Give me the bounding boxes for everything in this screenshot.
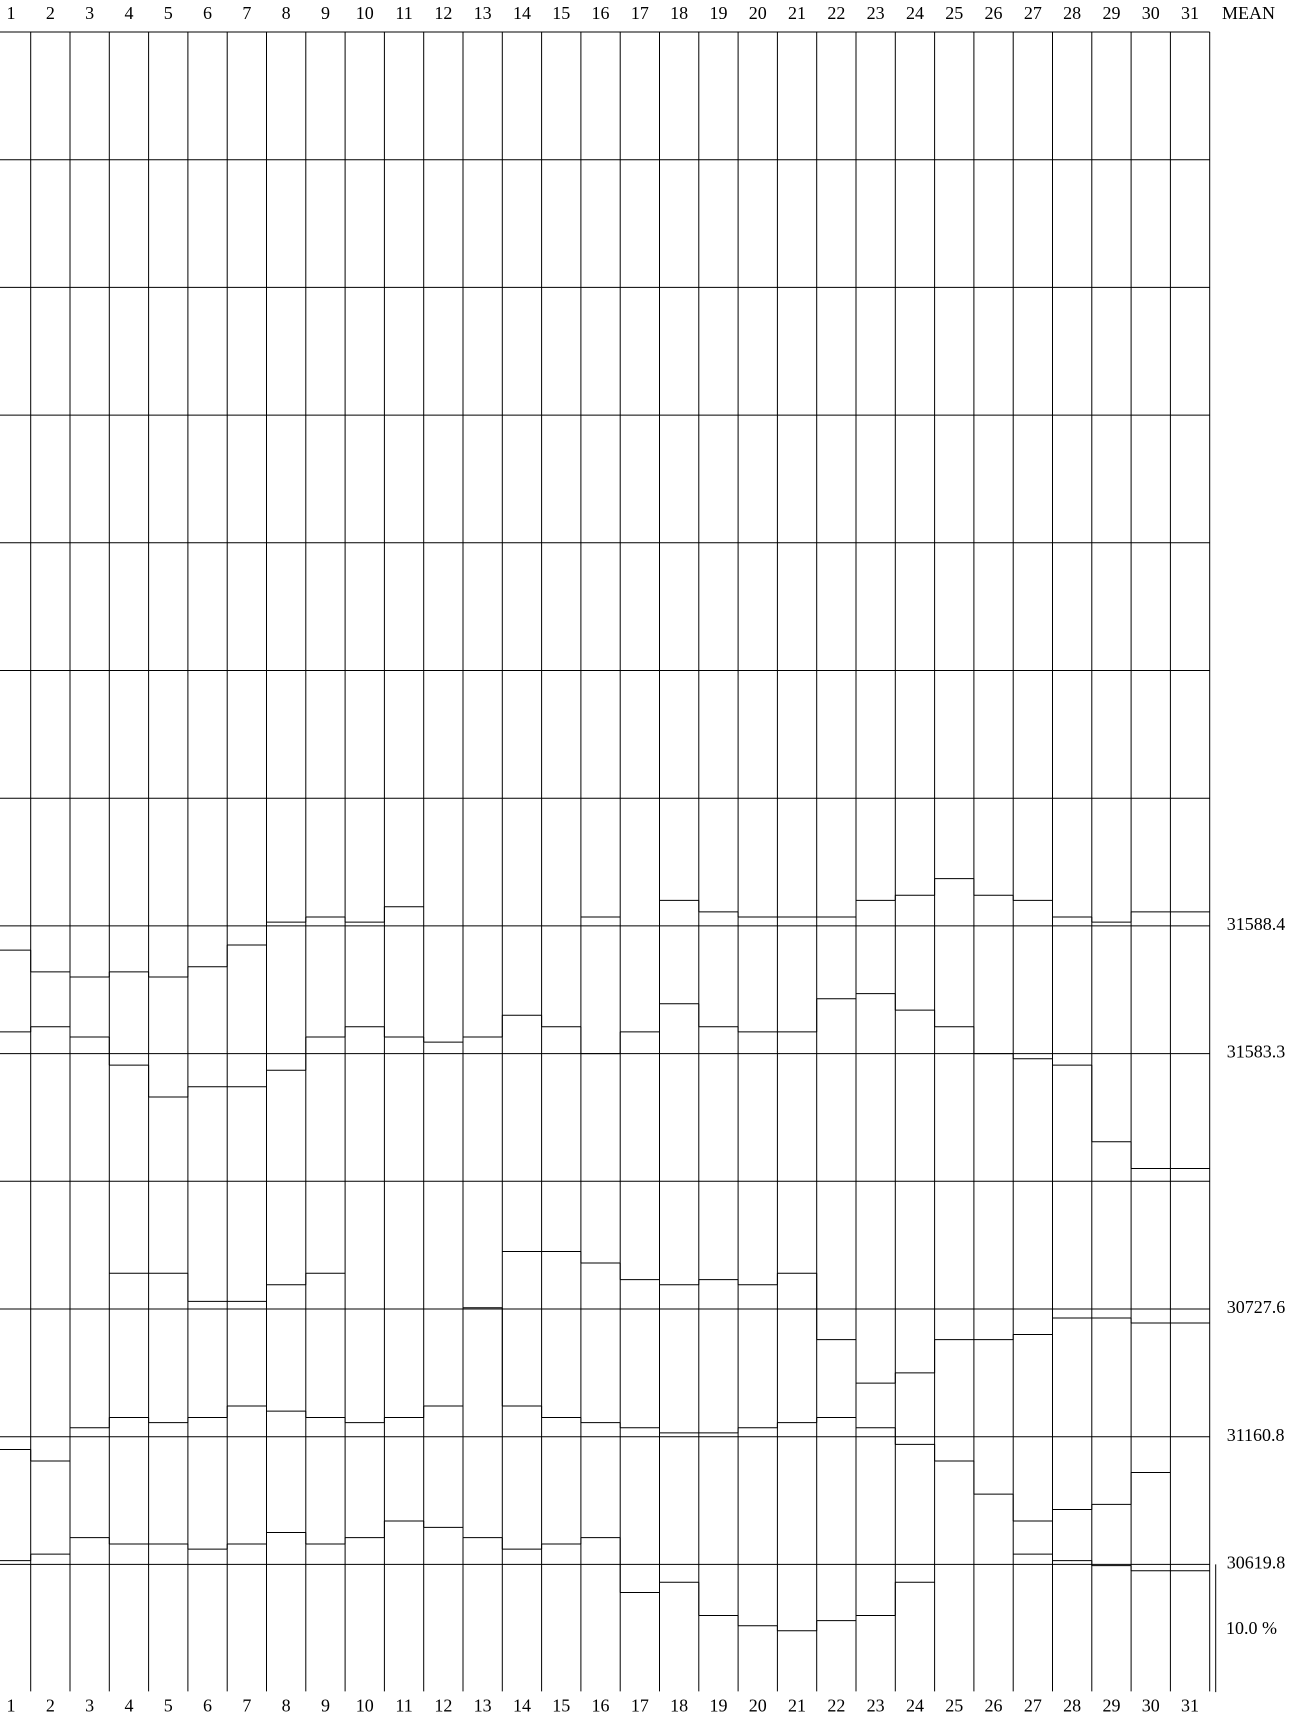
day-label-bottom: 30: [1142, 1696, 1160, 1716]
day-label-bottom: 15: [552, 1696, 570, 1716]
day-label-top: 9: [321, 3, 330, 23]
day-label-top: 3: [85, 3, 94, 23]
day-label-bottom: 31: [1181, 1696, 1199, 1716]
day-label-bottom: 25: [945, 1696, 963, 1716]
mean-label: 31583.3: [1227, 1042, 1286, 1062]
day-label-top: 11: [395, 3, 412, 23]
day-label-bottom: 4: [124, 1696, 133, 1716]
day-label-top: 6: [203, 3, 212, 23]
day-label-top: 16: [592, 3, 610, 23]
day-label-bottom: 29: [1102, 1696, 1120, 1716]
day-label-top: 21: [788, 3, 806, 23]
scale-label: 10.0 %: [1226, 1618, 1277, 1638]
day-label-top: 13: [474, 3, 492, 23]
day-label-bottom: 22: [827, 1696, 845, 1716]
day-label-bottom: 7: [242, 1696, 251, 1716]
day-label-top: 14: [513, 3, 531, 23]
day-label-top: 31: [1181, 3, 1199, 23]
day-label-bottom: 3: [85, 1696, 94, 1716]
day-label-bottom: 26: [985, 1696, 1003, 1716]
day-label-top: 18: [670, 3, 688, 23]
day-label-bottom: 24: [906, 1696, 924, 1716]
mean-label: 30727.6: [1227, 1297, 1286, 1317]
day-label-bottom: 6: [203, 1696, 212, 1716]
day-label-bottom: 10: [356, 1696, 374, 1716]
day-label-top: 20: [749, 3, 767, 23]
day-label-bottom: 8: [282, 1696, 291, 1716]
day-label-bottom: 11: [395, 1696, 412, 1716]
mean-label: 30619.8: [1227, 1553, 1286, 1573]
day-label-bottom: 5: [164, 1696, 173, 1716]
day-label-top: 17: [631, 3, 649, 23]
day-label-top: 30: [1142, 3, 1160, 23]
day-label-top: 12: [434, 3, 452, 23]
day-label-top: 26: [985, 3, 1003, 23]
day-label-bottom: 13: [474, 1696, 492, 1716]
day-label-bottom: 14: [513, 1696, 531, 1716]
day-label-bottom: 1: [7, 1696, 16, 1716]
day-label-bottom: 9: [321, 1696, 330, 1716]
day-label-top: 23: [867, 3, 885, 23]
day-label-bottom: 20: [749, 1696, 767, 1716]
day-label-bottom: 16: [592, 1696, 610, 1716]
day-label-bottom: 21: [788, 1696, 806, 1716]
day-label-top: 7: [242, 3, 251, 23]
day-label-top: 15: [552, 3, 570, 23]
day-label-bottom: 23: [867, 1696, 885, 1716]
day-label-top: 4: [124, 3, 133, 23]
day-label-bottom: 28: [1063, 1696, 1081, 1716]
mean-header: MEAN: [1222, 3, 1275, 23]
mean-label: 31160.8: [1227, 1425, 1285, 1445]
day-label-top: 1: [7, 3, 16, 23]
day-label-top: 27: [1024, 3, 1042, 23]
day-label-bottom: 17: [631, 1696, 649, 1716]
day-label-top: 25: [945, 3, 963, 23]
day-label-top: 2: [46, 3, 55, 23]
day-label-top: 10: [356, 3, 374, 23]
day-label-bottom: 19: [709, 1696, 727, 1716]
day-label-bottom: 2: [46, 1696, 55, 1716]
day-label-top: 28: [1063, 3, 1081, 23]
day-label-top: 24: [906, 3, 924, 23]
day-label-top: 19: [709, 3, 727, 23]
day-label-top: 8: [282, 3, 291, 23]
mean-label: 31588.4: [1227, 914, 1286, 934]
day-label-bottom: 18: [670, 1696, 688, 1716]
day-label-bottom: 12: [434, 1696, 452, 1716]
day-label-top: 22: [827, 3, 845, 23]
day-label-top: 29: [1102, 3, 1120, 23]
day-label-bottom: 27: [1024, 1696, 1042, 1716]
day-label-top: 5: [164, 3, 173, 23]
